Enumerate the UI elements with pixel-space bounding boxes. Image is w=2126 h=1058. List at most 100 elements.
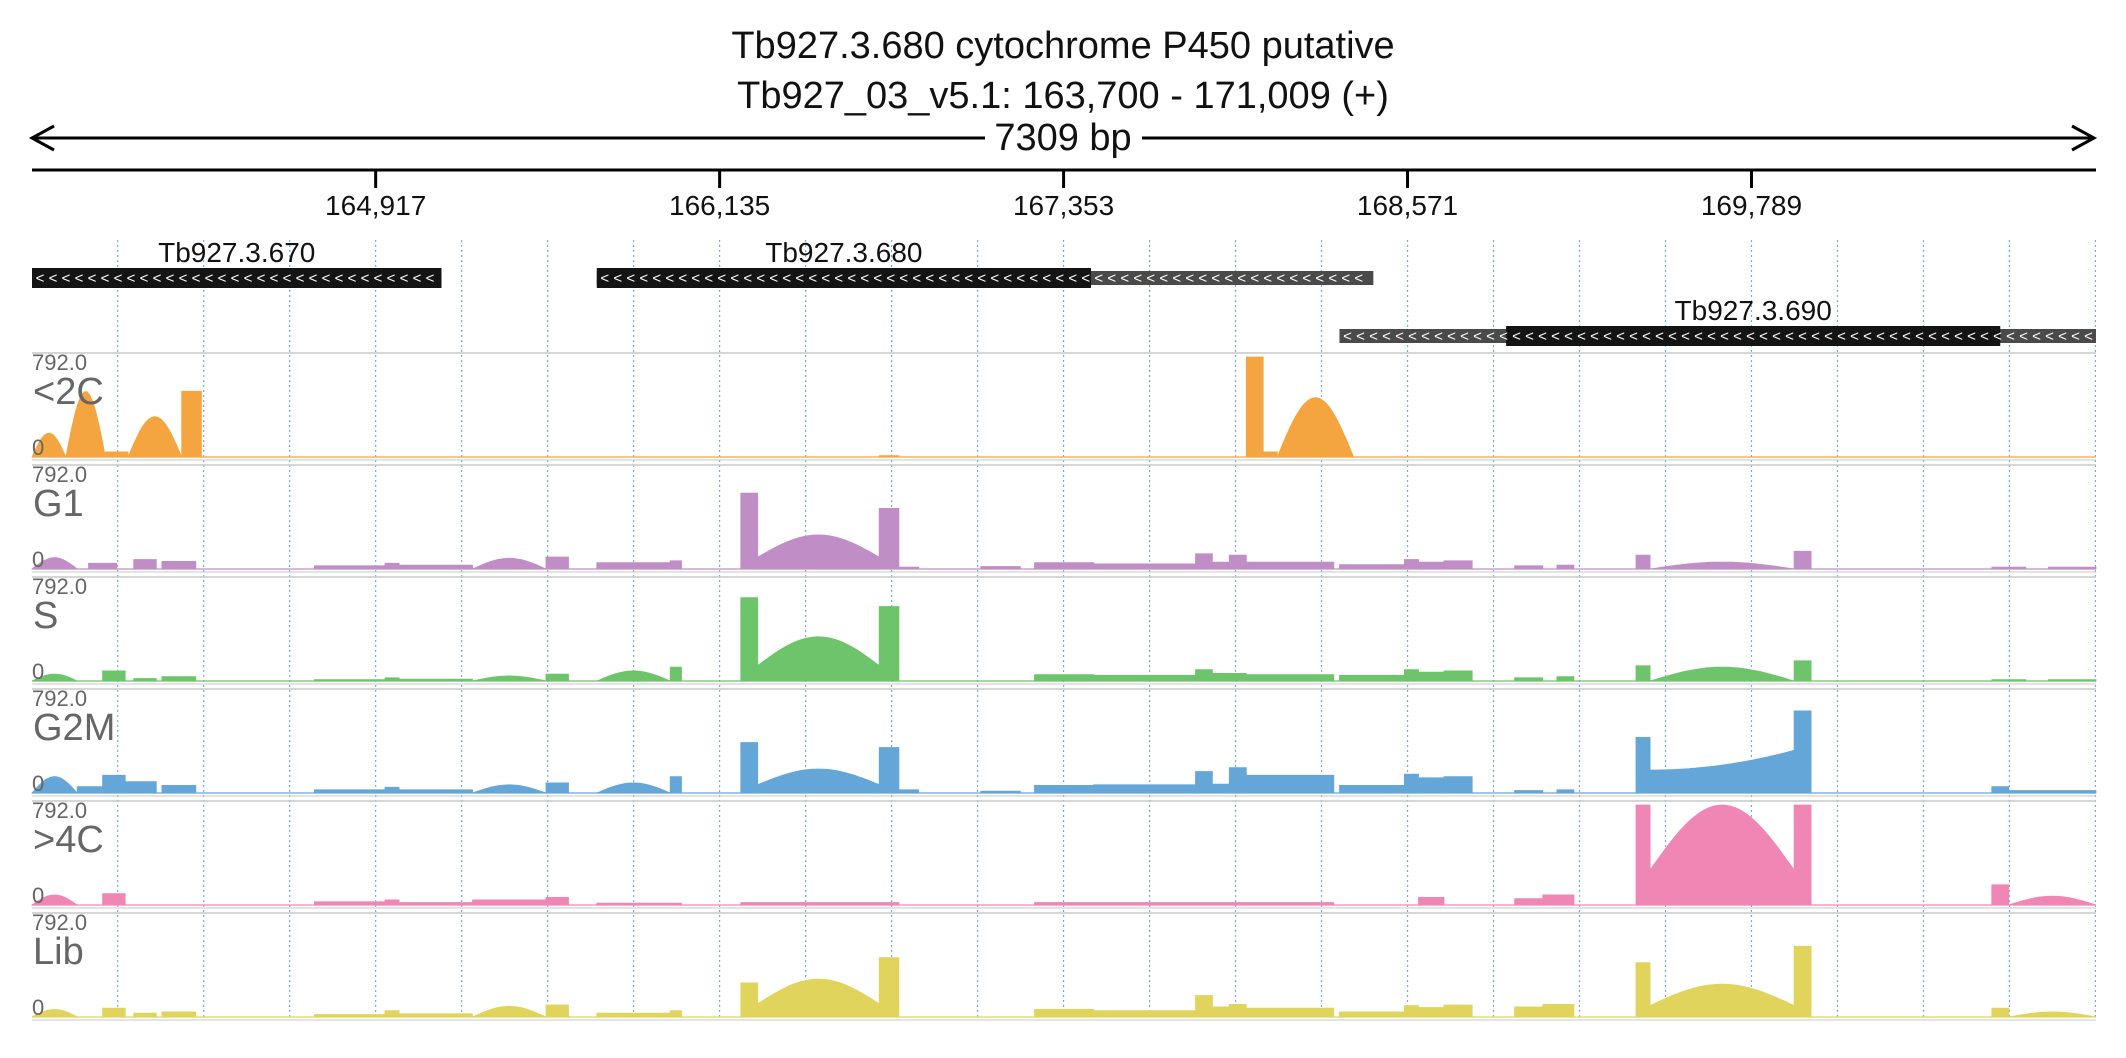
strand-arrow: < — [205, 270, 214, 287]
strand-arrow: < — [1042, 270, 1051, 287]
strand-arrows: < < < < < < < < < < < < < < < < < < < < < < < < < < < < < < < — [36, 270, 435, 287]
span-ruler: 7309 bp — [28, 117, 2098, 159]
strand-arrow: < — [1668, 328, 1677, 345]
strand-arrow: < — [743, 270, 752, 287]
strand-arrow: < — [1302, 270, 1311, 287]
strand-arrow: < — [860, 270, 869, 287]
strand-arrow: < — [808, 270, 817, 287]
strand-arrow: < — [1928, 328, 1937, 345]
coverage-bar — [545, 556, 569, 570]
coverage-track: 792.0 0 S — [31, 574, 2097, 685]
track-min-label: 0 — [32, 995, 44, 1020]
track-min-label: 0 — [32, 883, 44, 908]
strand-arrow: < — [127, 270, 136, 287]
strand-arrow: < — [1850, 328, 1859, 345]
strand-arrow: < — [88, 270, 97, 287]
coverage-bar — [31, 673, 78, 682]
coverage-bar — [1649, 983, 1795, 1018]
strand-arrow: < — [1003, 270, 1012, 287]
coverage-bar — [545, 897, 569, 906]
coverage-bar — [472, 675, 547, 682]
strand-arrow: < — [361, 270, 370, 287]
strand-arrow: < — [652, 270, 661, 287]
strand-arrow: < — [782, 270, 791, 287]
strand-arrow: < — [600, 270, 609, 287]
coverage-bar — [2047, 679, 2097, 682]
strand-arrow: < — [704, 270, 713, 287]
strand-arrow: < — [834, 270, 843, 287]
coverage-bar — [161, 1011, 197, 1018]
coverage-bar — [31, 776, 79, 794]
coverage-bar — [1418, 897, 1445, 906]
coverage-bar — [1991, 884, 2010, 906]
coverage-bar — [313, 901, 386, 906]
strand-arrow: < — [1980, 328, 1989, 345]
strand-arrow: < — [1499, 328, 1508, 345]
coverage-bar — [1650, 561, 1795, 570]
strand-arrow: < — [1863, 328, 1872, 345]
strand-arrow: < — [1772, 328, 1781, 345]
coverage-bar — [1556, 564, 1575, 570]
strand-arrow: < — [1328, 270, 1337, 287]
strand-arrow: < — [1081, 270, 1090, 287]
strand-arrow: < — [179, 270, 188, 287]
coverage-bar — [1649, 749, 1795, 794]
span-arrowhead-left — [28, 124, 55, 152]
coverage-bar — [76, 786, 103, 794]
coverage-bar — [161, 561, 197, 570]
strand-arrow: < — [1094, 270, 1103, 287]
track-min-label: 0 — [32, 547, 44, 572]
strand-arrow: < — [2006, 328, 2015, 345]
strand-arrow: < — [1343, 328, 1352, 345]
strand-arrow: < — [2084, 328, 2093, 345]
coverage-bar — [1339, 785, 1405, 794]
strand-arrow: < — [665, 270, 674, 287]
track-max-label: 792.0 — [32, 574, 87, 599]
track-min-label: 0 — [32, 771, 44, 796]
strand-arrow: < — [1967, 328, 1976, 345]
coverage-track: 792.0 0 Lib — [31, 910, 2097, 1021]
strand-arrow: < — [899, 270, 908, 287]
strand-arrow: < — [847, 270, 856, 287]
coverage-bar — [1195, 669, 1213, 682]
coverage-bar — [1212, 673, 1247, 682]
coverage-bar — [398, 564, 473, 570]
coverage-bar — [1034, 785, 1095, 794]
coverage-bar — [1991, 566, 2027, 570]
coverage-bar — [1339, 674, 1405, 682]
coverage-bar — [1635, 665, 1651, 682]
track-name: Lib — [33, 931, 84, 973]
axis-tick-label: 167,353 — [1013, 190, 1114, 221]
coverage-bar — [472, 1005, 547, 1018]
coverage-bar — [1245, 356, 1264, 458]
strand-arrow: < — [322, 270, 331, 287]
coverage-bar — [1228, 554, 1247, 570]
coverage-track: 792.0 0 <2C — [31, 350, 2096, 461]
strand-arrow: < — [1876, 328, 1885, 345]
coverage-bar — [384, 677, 400, 682]
coverage-bar — [398, 789, 473, 794]
strand-arrow: < — [1590, 328, 1599, 345]
strand-arrow: < — [231, 270, 240, 287]
coverage-bar — [2008, 895, 2097, 906]
coverage-bar — [596, 670, 671, 682]
coverage-bar — [980, 566, 1021, 570]
coverage-bar — [1635, 554, 1651, 570]
coverage-bar — [1404, 773, 1419, 794]
coverage-bar — [878, 507, 900, 570]
axis-tick-label: 169,789 — [1701, 190, 1802, 221]
track-name: >4C — [33, 819, 104, 861]
coverage-bar — [105, 451, 129, 458]
strand-arrow: < — [1642, 328, 1651, 345]
coverage-bar — [133, 678, 157, 682]
strand-arrow: < — [1276, 270, 1285, 287]
strand-arrow: < — [1211, 270, 1220, 287]
coverage-bar — [384, 899, 400, 906]
strand-arrow: < — [296, 270, 305, 287]
strand-arrow: < — [140, 270, 149, 287]
strand-arrow: < — [951, 270, 960, 287]
strand-arrow: < — [1146, 270, 1155, 287]
strand-arrow: < — [938, 270, 947, 287]
strand-arrows: < < < < < < < < < < < < < < < < < < < < < < < < < < < < < < < < < < < < < < < <… — [600, 270, 1363, 287]
gene-models: < < < < < < < < < < < < < < < < < < < < < < < < < < < < < < <Tb927.3.6… — [32, 237, 2096, 346]
